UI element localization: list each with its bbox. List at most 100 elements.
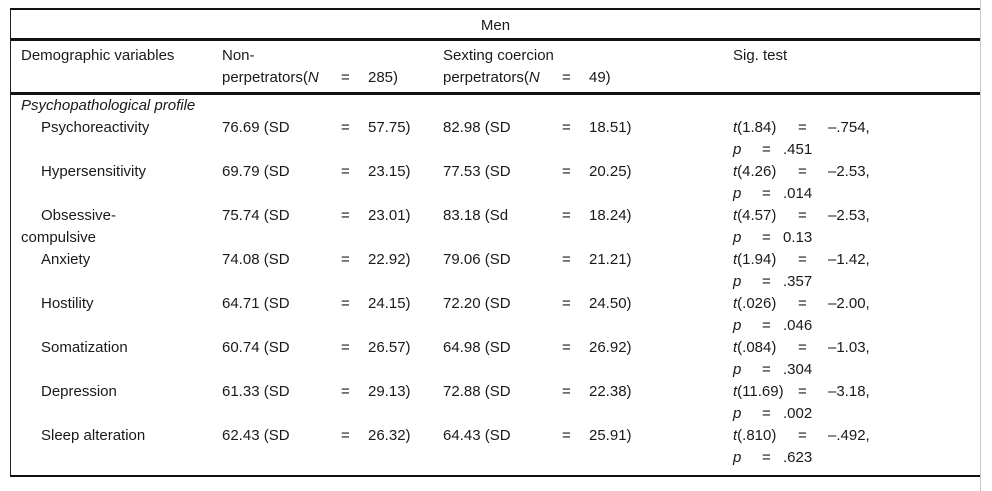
t-symbol: t — [733, 119, 738, 136]
sc-sd: 24.50) — [589, 295, 632, 312]
column-header-row: Demographic variables Non- perpetrators(… — [11, 41, 980, 95]
t-df: (4.26) — [737, 163, 777, 180]
sc-sd: 21.21) — [589, 251, 632, 268]
table-row: Obsessive- compulsive 75.74 (SD = 23.01) 8… — [11, 205, 980, 249]
t-df: (.810) — [737, 427, 777, 444]
non-perpetrators-cell: 62.43 (SD = 26.32) — [222, 425, 443, 447]
np-sd: 26.57) — [368, 339, 411, 356]
p-symbol: p — [733, 273, 742, 290]
table-row: Depression 61.33 (SD = 29.13) 72.88 (SD = 22… — [11, 381, 980, 425]
equals-sign: = — [562, 207, 571, 224]
equals-sign: = — [762, 317, 771, 334]
t-value: –2.53, — [828, 207, 870, 224]
variable-label: Psychoreactivity — [41, 119, 150, 136]
t-value: –2.53, — [828, 163, 870, 180]
sexting-perpetrators-cell: 77.53 (SD = 20.25) — [443, 161, 733, 183]
table-row: Somatization 60.74 (SD = 26.57) 64.98 (SD =… — [11, 337, 980, 381]
n-symbol: N — [307, 69, 319, 86]
sexting-perpetrators-cell: 82.98 (SD = 18.51) — [443, 117, 733, 139]
equals-sign: = — [798, 427, 807, 444]
p-symbol: p — [733, 361, 742, 378]
sig-test-cell: t(11.69) = –3.18, p = .002 — [733, 381, 980, 425]
t-line: t(11.69) = –3.18, — [733, 381, 980, 403]
t-line: t(4.57) = –2.53, — [733, 205, 980, 227]
sexting-perpetrators-cell: 79.06 (SD = 21.21) — [443, 249, 733, 271]
sc-mean: 64.98 (SD — [443, 339, 511, 356]
col-header-non-perpetrators: Non- perpetrators(N = 285) — [222, 45, 443, 89]
p-line: p = .002 — [733, 403, 980, 425]
t-df: (11.69) — [737, 383, 784, 400]
p-line: p = .304 — [733, 359, 980, 381]
col-header-sexting-coercion-perpetrators: Sexting coercion perpetrators(N = 49) — [443, 45, 733, 89]
np-mean: 64.71 (SD — [222, 295, 290, 312]
p-value: .002 — [783, 405, 813, 422]
equals-sign: = — [762, 273, 771, 290]
equals-sign: = — [762, 141, 771, 158]
sc-sd: 18.24) — [589, 207, 632, 224]
col-header-non-perpetrators-line1: Non- — [222, 47, 255, 64]
np-mean: 61.33 (SD — [222, 383, 290, 400]
col-header-sexting-line2: perpetrators(N = 49) — [443, 67, 733, 89]
p-value: .357 — [783, 273, 813, 290]
variable-label: Depression — [41, 383, 117, 400]
np-sd: 22.92) — [368, 251, 411, 268]
n-symbol: N — [528, 69, 540, 86]
table-row: Hostility 64.71 (SD = 24.15) 72.20 (SD = 24.… — [11, 293, 980, 337]
table-body: Psychopathological profile Psychoreactiv… — [11, 95, 980, 475]
non-perpetrators-cell: 64.71 (SD = 24.15) — [222, 293, 443, 315]
p-value: .623 — [783, 449, 813, 466]
np-sd: 23.01) — [368, 207, 411, 224]
sc-sd: 18.51) — [589, 119, 632, 136]
p-value: .304 — [783, 361, 813, 378]
sc-sd: 20.25) — [589, 163, 632, 180]
sig-test-cell: t(.084) = –1.03, p = .304 — [733, 337, 980, 381]
equals-sign: = — [341, 163, 350, 180]
non-perpetrators-cell: 75.74 (SD = 23.01) — [222, 205, 443, 227]
n-value: 285) — [368, 69, 399, 86]
np-sd: 26.32) — [368, 427, 411, 444]
non-perpetrators-cell: 60.74 (SD = 26.57) — [222, 337, 443, 359]
non-perpetrators-cell: 76.69 (SD = 57.75) — [222, 117, 443, 139]
p-value: .046 — [783, 317, 813, 334]
np-sd: 57.75) — [368, 119, 411, 136]
equals-sign: = — [798, 251, 807, 268]
equals-sign: = — [562, 427, 571, 444]
variable-label: Anxiety — [41, 251, 91, 268]
sexting-perpetrators-cell: 64.43 (SD = 25.91) — [443, 425, 733, 447]
equals-sign: = — [341, 383, 350, 400]
equals-sign: = — [562, 339, 571, 356]
equals-sign: = — [341, 251, 350, 268]
p-symbol: p — [733, 141, 742, 158]
equals-sign: = — [341, 207, 350, 224]
t-symbol: t — [733, 383, 738, 400]
t-value: –.754, — [828, 119, 870, 136]
t-symbol: t — [733, 339, 738, 356]
equals-sign: = — [562, 69, 571, 86]
t-value: –1.42, — [828, 251, 870, 268]
t-df: (1.84) — [737, 119, 777, 136]
p-line: p = .451 — [733, 139, 980, 161]
np-sd: 29.13) — [368, 383, 411, 400]
t-line: t(.084) = –1.03, — [733, 337, 980, 359]
sexting-perpetrators-cell: 72.20 (SD = 24.50) — [443, 293, 733, 315]
header-perpetrators-text: perpetrators( — [443, 69, 529, 86]
variable-label: Sleep alteration — [41, 427, 146, 444]
equals-sign: = — [341, 69, 350, 86]
p-line: p = .357 — [733, 271, 980, 293]
np-mean: 62.43 (SD — [222, 427, 290, 444]
equals-sign: = — [562, 383, 571, 400]
non-perpetrators-cell: 61.33 (SD = 29.13) — [222, 381, 443, 403]
equals-sign: = — [562, 119, 571, 136]
col-header-sig-test: Sig. test — [733, 47, 788, 64]
col-header-non-perpetrators-line2: perpetrators(N = 285) — [222, 67, 443, 89]
equals-sign: = — [798, 339, 807, 356]
table-row: Anxiety 74.08 (SD = 22.92) 79.06 (SD = 21.21… — [11, 249, 980, 293]
section-header-psychopathological-profile: Psychopathological profile — [21, 97, 196, 114]
equals-sign: = — [762, 405, 771, 422]
sig-test-cell: t(1.84) = –.754, p = .451 — [733, 117, 980, 161]
t-symbol: t — [733, 251, 738, 268]
sig-test-cell: t(.026) = –2.00, p = .046 — [733, 293, 980, 337]
sc-mean: 82.98 (SD — [443, 119, 511, 136]
t-df: (.084) — [737, 339, 777, 356]
sig-test-cell: t(4.57) = –2.53, p = 0.13 — [733, 205, 980, 249]
